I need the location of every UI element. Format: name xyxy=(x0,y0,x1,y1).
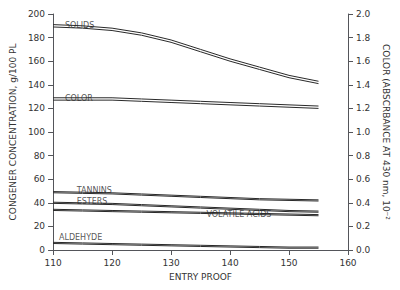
svg-text:CONGENER CONCENTRATION, g/100: CONGENER CONCENTRATION, g/100 PL xyxy=(8,44,18,221)
svg-text:1.8: 1.8 xyxy=(356,33,371,43)
svg-text:1.2: 1.2 xyxy=(356,103,370,113)
svg-text:1.0: 1.0 xyxy=(356,127,371,137)
svg-text:120: 120 xyxy=(28,103,45,113)
svg-text:140: 140 xyxy=(221,258,238,268)
svg-text:COLOR (ABSCRBANCE AT 430 nm, 1: COLOR (ABSCRBANCE AT 430 nm, 10⁻² xyxy=(381,44,391,220)
svg-text:1.6: 1.6 xyxy=(356,56,371,66)
svg-text:0.6: 0.6 xyxy=(356,174,371,184)
svg-text:0.8: 0.8 xyxy=(356,151,371,161)
svg-text:ALDEHYDE: ALDEHYDE xyxy=(59,233,102,242)
svg-text:110: 110 xyxy=(44,258,61,268)
svg-text:2.0: 2.0 xyxy=(356,9,371,19)
svg-text:0.4: 0.4 xyxy=(356,198,371,208)
svg-text:ESTERS: ESTERS xyxy=(76,196,108,206)
svg-text:COLOR: COLOR xyxy=(65,94,93,103)
svg-text:1.4: 1.4 xyxy=(356,80,371,90)
svg-text:VOLATILE ACIDS: VOLATILE ACIDS xyxy=(206,209,272,219)
svg-text:TANNINS: TANNINS xyxy=(76,186,112,195)
svg-text:40: 40 xyxy=(34,198,46,208)
svg-text:160: 160 xyxy=(339,258,356,268)
svg-text:80: 80 xyxy=(34,151,46,161)
svg-text:0: 0 xyxy=(39,245,45,255)
svg-text:160: 160 xyxy=(28,56,45,66)
svg-text:0.0: 0.0 xyxy=(356,245,371,255)
svg-text:150: 150 xyxy=(280,258,297,268)
svg-text:20: 20 xyxy=(34,221,46,231)
svg-text:0.2: 0.2 xyxy=(356,221,370,231)
svg-text:130: 130 xyxy=(162,258,179,268)
svg-text:140: 140 xyxy=(28,80,45,90)
svg-text:120: 120 xyxy=(103,258,120,268)
svg-text:200: 200 xyxy=(28,9,45,19)
svg-text:180: 180 xyxy=(28,33,45,43)
svg-text:100: 100 xyxy=(28,127,45,137)
svg-text:ENTRY PROOF: ENTRY PROOF xyxy=(169,272,232,282)
svg-text:60: 60 xyxy=(34,174,46,184)
